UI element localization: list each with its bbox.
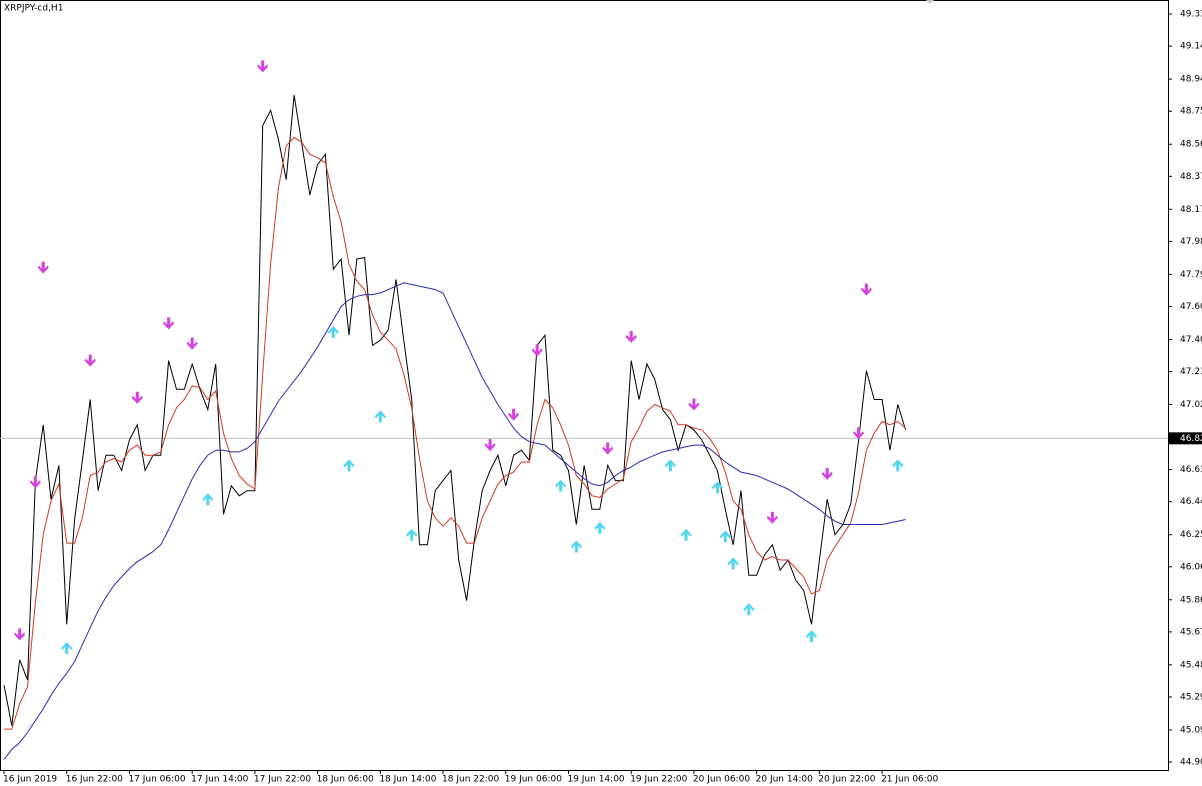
- current-price-label: 46.820: [1180, 434, 1202, 444]
- y-tick-label: 48.175: [1180, 205, 1202, 215]
- sell-arrow: [531, 344, 543, 357]
- buy-arrow: [374, 410, 386, 423]
- y-tick-label: 44.905: [1180, 758, 1202, 768]
- sell-arrow: [186, 337, 198, 350]
- y-tick-label: 45.095: [1180, 725, 1202, 735]
- y-tick-label: 47.020: [1180, 400, 1202, 410]
- sell-arrow: [484, 439, 496, 452]
- series-line: [4, 136, 906, 730]
- buy-arrow: [806, 630, 818, 643]
- y-tick-label: 45.865: [1180, 595, 1202, 605]
- buy-arrow: [711, 481, 723, 494]
- buy-arrow: [406, 528, 418, 541]
- plot-frame: [0, 0, 1169, 771]
- buy-arrow: [327, 325, 339, 338]
- x-tick-label: 17 Jun 14:00: [191, 775, 248, 785]
- y-tick-label: 48.945: [1180, 75, 1202, 85]
- buy-arrow: [61, 641, 73, 654]
- series-line: [3, 95, 907, 726]
- y-tick-label: 48.370: [1180, 172, 1202, 182]
- series-line: [3, 282, 906, 760]
- x-tick-label: 21 Jun 06:00: [881, 775, 938, 785]
- y-tick-label: 46.445: [1180, 497, 1202, 507]
- y-tick-label: 48.560: [1180, 140, 1202, 150]
- x-tick-label: 20 Jun 06:00: [693, 775, 750, 785]
- sell-arrow: [84, 354, 96, 367]
- y-tick-label: 45.480: [1180, 660, 1202, 670]
- y-tick-label: 47.215: [1180, 367, 1202, 377]
- y-tick-label: 47.600: [1180, 302, 1202, 312]
- y-tick-label: 47.405: [1180, 335, 1202, 345]
- sell-arrow: [625, 330, 637, 343]
- y-tick-label: 47.790: [1180, 270, 1202, 280]
- buy-arrow: [680, 528, 692, 541]
- sell-arrow: [821, 467, 833, 480]
- x-tick-label: 19 Jun 22:00: [630, 775, 687, 785]
- buy-arrow: [202, 493, 214, 506]
- buy-arrow: [892, 459, 904, 472]
- x-tick-label: 19 Jun 06:00: [505, 775, 562, 785]
- sell-arrow: [29, 476, 41, 489]
- x-tick-label: 16 Jun 2019: [3, 775, 57, 785]
- sell-arrow: [14, 628, 26, 641]
- chart-title: XRPJPY-cd,H1: [4, 4, 63, 14]
- x-tick-label: 17 Jun 06:00: [128, 775, 185, 785]
- sell-arrow: [131, 391, 143, 404]
- sell-arrow: [163, 317, 175, 330]
- y-tick-label: 49.330: [1180, 10, 1202, 20]
- y-tick-label: 49.140: [1180, 42, 1202, 52]
- sell-arrow: [853, 427, 865, 440]
- buy-arrow: [555, 479, 567, 492]
- y-tick-label: 47.985: [1180, 237, 1202, 247]
- y-tick-label: 45.290: [1180, 692, 1202, 702]
- x-tick-label: 20 Jun 22:00: [818, 775, 875, 785]
- sell-arrow: [37, 261, 49, 274]
- buy-arrow: [594, 521, 606, 534]
- y-tick-label: 48.755: [1180, 107, 1202, 117]
- buy-arrow: [727, 557, 739, 570]
- sell-arrow: [602, 442, 614, 455]
- x-tick-label: 18 Jun 14:00: [379, 775, 436, 785]
- x-tick-label: 18 Jun 22:00: [442, 775, 499, 785]
- y-tick-label: 46.060: [1180, 562, 1202, 572]
- y-tick-label: 46.635: [1180, 465, 1202, 475]
- sell-arrow: [688, 398, 700, 411]
- x-tick-label: 16 Jun 22:00: [66, 775, 123, 785]
- sell-arrow: [860, 283, 872, 296]
- buy-arrow: [664, 459, 676, 472]
- y-tick-label: 46.250: [1180, 530, 1202, 540]
- buy-arrow: [719, 530, 731, 543]
- scroll-marker: [926, 0, 934, 4]
- x-tick-label: 19 Jun 14:00: [567, 775, 624, 785]
- buy-arrow: [743, 603, 755, 616]
- buy-arrow: [343, 459, 355, 472]
- sell-arrow: [257, 60, 269, 73]
- x-tick-label: 18 Jun 06:00: [317, 775, 374, 785]
- x-tick-label: 17 Jun 22:00: [254, 775, 311, 785]
- sell-arrow: [766, 511, 778, 524]
- sell-arrow: [508, 408, 520, 421]
- y-tick-label: 45.675: [1180, 627, 1202, 637]
- buy-arrow: [570, 540, 582, 553]
- x-tick-label: 20 Jun 14:00: [756, 775, 813, 785]
- current-price-box: [1169, 432, 1202, 445]
